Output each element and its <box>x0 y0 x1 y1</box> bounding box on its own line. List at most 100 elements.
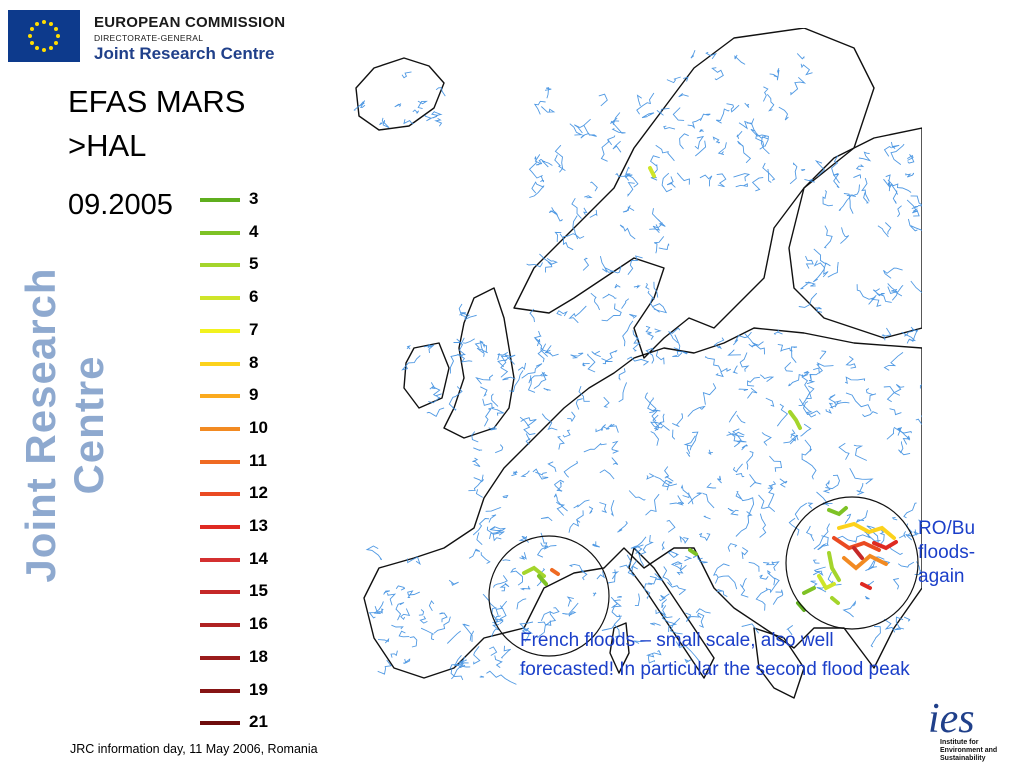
river <box>883 618 896 633</box>
river <box>735 472 745 478</box>
river <box>540 106 556 113</box>
river <box>650 155 660 176</box>
river <box>790 434 799 441</box>
river <box>892 578 900 590</box>
river <box>833 401 850 406</box>
river <box>733 173 751 182</box>
river <box>776 68 780 81</box>
river <box>540 532 557 550</box>
river <box>562 602 579 615</box>
river <box>739 352 750 372</box>
legend-item: 15 <box>200 580 280 602</box>
river <box>683 435 696 447</box>
river <box>580 570 588 581</box>
river <box>627 182 635 198</box>
river <box>601 303 622 322</box>
river <box>395 602 405 621</box>
ies-line2: Environment and <box>940 747 997 754</box>
river <box>472 518 490 536</box>
river <box>697 612 705 629</box>
river <box>451 659 467 680</box>
river <box>401 355 421 371</box>
river <box>462 338 475 344</box>
river <box>915 418 922 425</box>
river <box>845 392 872 412</box>
legend-swatch <box>200 198 240 202</box>
river <box>805 525 815 542</box>
river <box>687 405 706 417</box>
river <box>636 92 655 115</box>
footer-text: JRC information day, 11 May 2006, Romani… <box>70 742 318 756</box>
river <box>556 310 568 317</box>
river <box>659 593 670 602</box>
river <box>804 178 815 183</box>
legend-item: 14 <box>200 548 280 570</box>
river <box>903 502 917 519</box>
legend-item: 8 <box>200 352 280 374</box>
river <box>727 543 738 552</box>
river <box>715 108 730 124</box>
river <box>856 483 865 496</box>
river <box>766 577 780 594</box>
legend-item: 7 <box>200 319 280 341</box>
river <box>728 431 747 443</box>
river <box>613 614 621 638</box>
river <box>459 312 468 316</box>
river <box>533 330 542 347</box>
river <box>412 109 419 114</box>
legend-label: 3 <box>249 189 259 208</box>
river <box>589 209 598 218</box>
river <box>893 426 912 434</box>
river <box>646 649 662 658</box>
river <box>553 493 568 512</box>
river <box>548 209 563 222</box>
river <box>767 487 775 507</box>
river <box>403 119 414 125</box>
river <box>851 184 860 197</box>
river <box>728 410 738 423</box>
river <box>658 243 670 251</box>
river <box>805 255 814 269</box>
river <box>684 658 692 663</box>
river <box>805 281 816 287</box>
river <box>716 173 727 188</box>
legend-swatch <box>200 590 240 595</box>
river <box>662 566 673 586</box>
legend-swatch <box>200 459 240 464</box>
river <box>682 492 690 499</box>
river <box>491 393 499 407</box>
river <box>699 129 704 133</box>
river <box>599 255 614 273</box>
river <box>625 166 639 188</box>
legend-label: 6 <box>249 287 259 307</box>
river <box>831 155 840 184</box>
river <box>614 283 621 289</box>
river <box>815 306 823 313</box>
eu-flag-icon <box>8 10 80 62</box>
river <box>567 411 576 423</box>
river <box>400 608 411 621</box>
river <box>699 113 711 121</box>
river <box>633 284 641 289</box>
river <box>417 100 428 110</box>
river <box>592 592 597 597</box>
river <box>655 350 665 365</box>
river <box>563 460 579 478</box>
river <box>533 100 546 115</box>
europe-river-map <box>353 28 922 699</box>
legend-swatch <box>200 688 240 693</box>
river <box>730 509 739 516</box>
river <box>473 447 483 452</box>
river <box>772 589 784 605</box>
river <box>617 521 628 533</box>
river <box>398 630 410 638</box>
river <box>891 516 898 521</box>
river <box>622 205 635 213</box>
river <box>562 233 585 239</box>
river <box>671 429 676 440</box>
river <box>520 470 530 478</box>
river <box>737 140 752 164</box>
river <box>902 437 910 445</box>
river <box>643 583 653 600</box>
river <box>884 222 892 235</box>
